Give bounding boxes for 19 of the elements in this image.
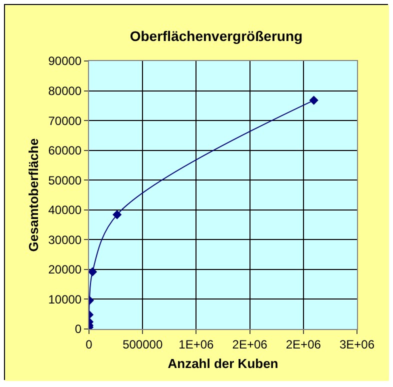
x-tick-label: 500000 <box>122 337 163 352</box>
x-tick-label: 3E+06 <box>339 337 375 352</box>
y-tick-label: 90000 <box>48 54 82 68</box>
y-tick-label: 30000 <box>48 232 82 247</box>
y-tick-label: 50000 <box>48 173 82 188</box>
x-axis-title: Anzahl der Kuben <box>168 356 278 371</box>
x-tick-label: 1E+06 <box>178 337 214 352</box>
y-axis-title: Gesamtoberfläche <box>26 138 42 252</box>
y-tick-label: 10000 <box>48 292 82 306</box>
chart-title: Oberflächenvergrößerung <box>130 28 303 44</box>
x-tick-label: 2E+06 <box>286 337 322 352</box>
y-tick-label: 80000 <box>48 84 82 98</box>
y-tick-label: 60000 <box>48 144 82 158</box>
y-tick-label: 70000 <box>48 114 82 128</box>
x-tick-label: 0 <box>86 337 93 352</box>
y-tick-label: 20000 <box>48 262 82 277</box>
x-tick-label: 2E+06 <box>232 337 268 352</box>
y-tick-label: 0 <box>74 322 82 336</box>
y-tick-label: 40000 <box>48 203 82 218</box>
